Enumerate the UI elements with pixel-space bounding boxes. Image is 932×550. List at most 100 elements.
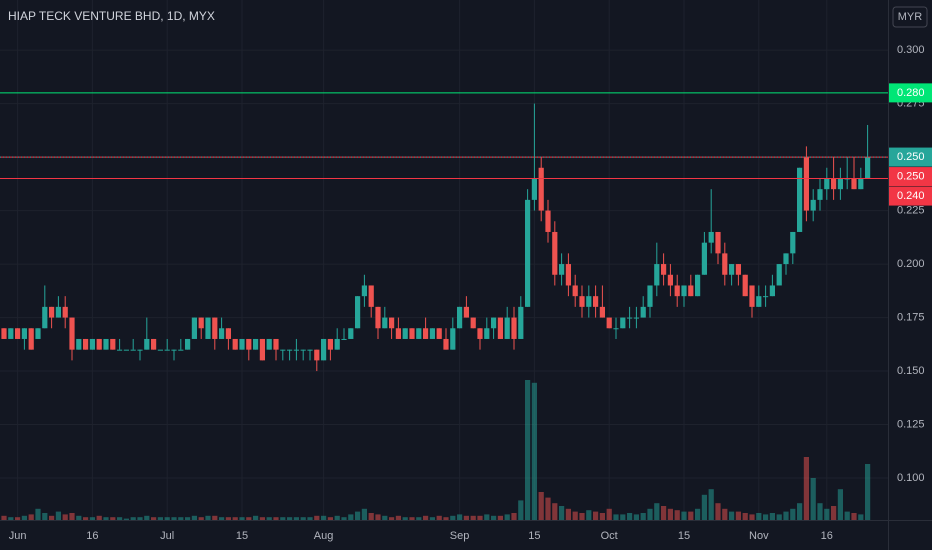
volume-bar [178,517,184,520]
volume-bar [348,514,354,520]
candle-body [559,264,565,275]
candle-body [729,264,735,275]
volume-bar [164,517,170,520]
volume-bar [511,513,517,520]
candle-body [831,178,837,190]
volume-bar [769,513,775,520]
y-tick-label: 0.175 [897,311,925,323]
x-tick-label: Sep [450,530,470,542]
volume-bar [776,514,782,520]
y-tick-label: 0.150 [897,365,925,377]
candle-body [633,317,639,319]
candle-body [572,285,578,297]
volume-bar [191,515,197,520]
volume-bar [89,517,95,520]
volume-bar [368,513,374,520]
volume-bar [341,517,347,520]
price-tag-label: 0.250 [897,170,925,182]
volume-bar [110,517,116,520]
volume-bar [21,515,27,520]
volume-bar [239,517,245,520]
candle-body [661,264,667,275]
y-tick-label: 0.200 [897,258,925,270]
candle-body [239,338,245,350]
volume-bar [49,515,55,520]
volume-bar [797,503,803,520]
candle-body [613,328,619,330]
volume-bar [76,515,82,520]
candle-body [96,338,102,350]
candle-body [429,328,435,339]
candle-body [579,296,585,307]
volume-bar [137,517,143,520]
volume-bar [83,517,89,520]
candle-body [810,199,816,211]
volume-bar [701,494,707,520]
candle-body [137,349,143,351]
x-tick-label: Aug [314,530,334,542]
volume-bar [688,511,694,520]
volume-bar [416,517,422,520]
volume-bar [42,513,48,520]
price-tag-label: 0.240 [897,190,925,202]
x-tick-label: 16 [86,530,98,542]
candle-body [803,157,809,211]
candle-body [123,349,129,351]
volume-bar [756,513,762,520]
x-tick-label: Jun [9,530,27,542]
volume-bar [321,515,327,520]
volume-bar [409,517,415,520]
volume-bar [837,489,843,520]
volume-bar [831,506,837,520]
candle-body [769,285,775,297]
candle-body [253,338,259,350]
volume-bar [219,517,225,520]
volume-bar [504,514,510,520]
volume-bar [8,517,14,520]
candle-body [389,317,395,329]
volume-bar [212,515,218,520]
candle-body [443,338,449,350]
volume-bar [647,508,653,520]
candle-body [708,231,714,243]
candle-body [715,231,721,254]
volume-bar [361,508,367,520]
volume-bar [633,514,639,520]
chart-title: HIAP TECK VENTURE BHD, 1D, MYX [8,9,215,23]
y-tick-label: 0.225 [897,204,925,216]
candle-body [763,296,769,298]
volume-bar [538,492,544,520]
candle-body [307,349,313,351]
candle-body [178,349,184,351]
volume-bar [729,511,735,520]
volume-bar [157,517,163,520]
candle-body [55,306,61,318]
volume-bar [246,517,252,520]
candle-body [273,338,279,350]
currency-box[interactable] [892,6,928,28]
currency[interactable]: MYR [898,11,923,23]
candle-body [409,328,415,339]
candle-body [681,285,687,297]
volume-bar [674,510,680,520]
candle-body [157,349,163,351]
price-tag-box [889,186,932,206]
x-tick-label: 15 [236,530,248,542]
candle-body [300,349,306,351]
volume-bar [259,517,265,520]
candle-body [232,338,238,350]
candle-body [117,349,123,351]
volume-bar [55,511,61,520]
volume-bar [470,515,476,520]
volume-bar [484,514,490,520]
volume-bar [463,515,469,520]
volume-bar [35,508,41,520]
x-tick-label: 15 [678,530,690,542]
candle-body [280,349,286,351]
volume-bar [654,503,660,520]
candle-body [538,167,544,211]
candle-body [266,338,272,350]
candle-body [69,317,75,350]
volume-bar [620,514,626,520]
candle-body [355,296,361,329]
